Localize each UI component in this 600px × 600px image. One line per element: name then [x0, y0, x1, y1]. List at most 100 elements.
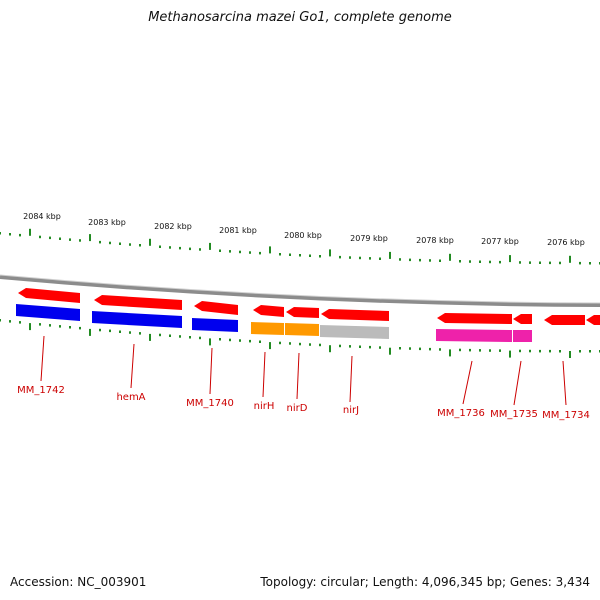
gene-arrow-next[interactable] — [586, 315, 600, 325]
major-tick — [209, 242, 211, 250]
gene-arrow-mm1736[interactable] — [437, 313, 512, 324]
minor-tick — [409, 347, 411, 350]
minor-tick — [369, 345, 371, 349]
gene-label-hema[interactable]: hemA — [116, 392, 145, 403]
gene-arrow-hema[interactable] — [94, 295, 182, 310]
leader-line-mm1742 — [40, 335, 45, 382]
major-tick — [269, 342, 271, 350]
gene-label-mm1736[interactable]: MM_1736 — [437, 408, 485, 419]
major-tick — [269, 246, 271, 254]
minor-tick — [429, 347, 431, 351]
minor-tick — [39, 235, 41, 239]
scale-label: 2080 kbp — [284, 231, 322, 240]
minor-tick — [459, 348, 461, 352]
minor-tick — [519, 261, 521, 264]
minor-tick — [589, 262, 591, 265]
minor-tick — [49, 236, 51, 240]
minor-tick — [219, 249, 221, 252]
gene-label-mm1735[interactable]: MM_1735 — [490, 409, 538, 420]
minor-tick — [579, 350, 581, 353]
minor-tick — [189, 247, 191, 251]
minor-tick — [279, 341, 281, 345]
minor-tick — [0, 232, 1, 235]
minor-tick — [129, 243, 131, 246]
minor-tick — [179, 246, 181, 250]
minor-tick — [239, 339, 241, 342]
minor-tick — [159, 245, 161, 248]
minor-tick — [249, 339, 251, 343]
minor-tick — [549, 349, 551, 353]
gene-leader-lines — [40, 335, 567, 406]
gene-arrow-nirj[interactable] — [321, 309, 389, 321]
minor-tick — [289, 342, 291, 345]
minor-tick — [519, 349, 521, 353]
minor-tick — [119, 242, 121, 245]
minor-tick — [589, 350, 591, 353]
minor-tick — [299, 254, 301, 257]
gene-label-mm1740[interactable]: MM_1740 — [186, 398, 234, 409]
gene-arrow-nird[interactable] — [286, 307, 319, 318]
major-tick — [569, 351, 571, 358]
gene-label-mm1742[interactable]: MM_1742 — [17, 385, 65, 396]
minor-tick — [109, 329, 111, 333]
minor-tick — [319, 343, 321, 347]
minor-tick — [129, 331, 131, 334]
feature-box-nirj[interactable] — [320, 325, 389, 339]
feature-box-mm1736[interactable] — [436, 329, 512, 342]
minor-tick — [239, 250, 241, 254]
feature-box-nirh[interactable] — [251, 322, 284, 335]
minor-tick — [139, 244, 141, 247]
gene-arrow-nirh[interactable] — [253, 305, 284, 317]
minor-tick — [9, 233, 11, 236]
minor-tick — [469, 348, 471, 352]
leader-line-nirh — [262, 351, 266, 398]
map-title: Methanosarcina mazei Go1, complete genom… — [148, 10, 452, 25]
leader-line-nird — [296, 352, 300, 400]
accession-text: Accession: NC_003901 — [10, 575, 147, 589]
minor-tick — [559, 350, 561, 353]
gene-arrow-mm1735[interactable] — [513, 314, 532, 324]
minor-tick — [229, 250, 231, 253]
feature-box-mm1740[interactable] — [192, 318, 238, 332]
gene-label-nird[interactable]: nirD — [287, 403, 308, 414]
minor-tick — [499, 260, 501, 264]
minor-tick — [279, 253, 281, 256]
major-tick — [449, 253, 451, 261]
leader-line-hema — [130, 343, 135, 389]
minor-tick — [69, 238, 71, 241]
minor-tick — [59, 325, 61, 328]
scale-label: 2077 kbp — [481, 237, 519, 246]
feature-box-mm1742[interactable] — [16, 304, 80, 321]
major-tick — [329, 249, 331, 257]
minor-tick — [549, 261, 551, 265]
gene-arrow-mm1734[interactable] — [544, 315, 585, 325]
minor-tick — [359, 345, 361, 348]
minor-tick — [109, 241, 111, 245]
minor-tick — [119, 330, 121, 333]
gene-label-mm1734[interactable]: MM_1734 — [542, 410, 590, 421]
gene-arrow-mm1740[interactable] — [194, 301, 238, 315]
minor-tick — [39, 323, 41, 326]
minor-tick — [339, 255, 341, 259]
minor-tick — [19, 321, 21, 324]
gene-arrow-mm1742[interactable] — [18, 288, 80, 303]
minor-tick — [179, 335, 181, 338]
minor-tick — [309, 254, 311, 257]
gene-label-nirj[interactable]: nirJ — [343, 405, 359, 416]
major-tick — [29, 323, 31, 331]
feature-box-mm1735[interactable] — [513, 330, 532, 342]
feature-box-hema[interactable] — [92, 311, 182, 328]
scale-ticks-lower — [0, 319, 600, 358]
minor-tick — [459, 260, 461, 263]
minor-tick — [189, 336, 191, 339]
minor-tick — [369, 257, 371, 260]
minor-tick — [499, 349, 501, 352]
feature-box-nird[interactable] — [285, 323, 319, 336]
major-tick — [449, 349, 451, 357]
minor-tick — [409, 258, 411, 262]
minor-tick — [199, 336, 201, 340]
feature-boxes — [16, 304, 532, 342]
gene-label-nirh[interactable]: nirH — [254, 401, 275, 412]
minor-tick — [99, 240, 101, 244]
major-tick — [329, 345, 331, 353]
